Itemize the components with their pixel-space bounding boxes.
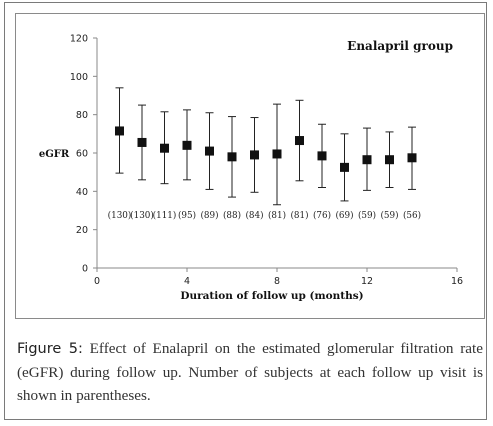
count-annotation: (89) bbox=[200, 210, 218, 221]
y-tick-label: 80 bbox=[76, 110, 88, 121]
caption-text: Effect of Enalapril on the estimated glo… bbox=[17, 340, 483, 404]
y-tick-label: 60 bbox=[76, 149, 88, 160]
data-point bbox=[137, 137, 147, 147]
data-point bbox=[407, 153, 417, 163]
x-tick-label: 8 bbox=[274, 276, 280, 287]
x-tick-label: 16 bbox=[451, 276, 463, 287]
count-annotation: (111) bbox=[153, 210, 177, 221]
data-point bbox=[272, 149, 282, 159]
count-annotation: (56) bbox=[403, 210, 421, 221]
count-annotation: (59) bbox=[380, 210, 398, 221]
count-annotation: (88) bbox=[223, 210, 241, 221]
figure-label: Figure 5: bbox=[17, 341, 83, 357]
data-point bbox=[227, 152, 237, 162]
y-axis-title: eGFR bbox=[39, 149, 70, 160]
data-point bbox=[205, 146, 214, 156]
x-tick-label: 12 bbox=[361, 276, 373, 287]
data-point bbox=[340, 162, 349, 172]
x-axis-title: Duration of follow up (months) bbox=[180, 290, 363, 302]
data-point bbox=[160, 143, 169, 153]
chart-svg: 0 20 40 60 80 100 120 0 4 8 12 16 Duration of follow… bbox=[39, 34, 463, 303]
count-annotation: (84) bbox=[245, 210, 263, 221]
data-point bbox=[295, 136, 304, 146]
data-point bbox=[182, 140, 192, 150]
y-tick-label: 120 bbox=[70, 34, 88, 45]
figure-frame: 0 20 40 60 80 100 120 0 4 8 12 16 Duration of follow… bbox=[4, 2, 487, 420]
x-tick-label: 4 bbox=[184, 276, 190, 287]
data-point bbox=[250, 150, 259, 160]
count-annotation: (81) bbox=[268, 210, 286, 221]
data-point bbox=[115, 126, 124, 136]
y-tick-label: 20 bbox=[76, 225, 88, 236]
y-tick-label: 40 bbox=[76, 187, 88, 198]
x-tick-label: 0 bbox=[94, 276, 100, 287]
count-annotation: (95) bbox=[178, 210, 196, 221]
y-tick-label: 0 bbox=[82, 264, 88, 275]
data-point bbox=[317, 151, 327, 161]
count-annotation: (69) bbox=[335, 210, 353, 221]
data-point bbox=[385, 155, 394, 165]
count-annotation: (81) bbox=[290, 210, 308, 221]
count-annotation: (130) bbox=[108, 210, 132, 221]
figure-caption: Figure 5: Effect of Enalapril on the est… bbox=[17, 337, 483, 407]
chart-area: 0 20 40 60 80 100 120 0 4 8 12 16 Duration of follow… bbox=[15, 13, 485, 319]
count-annotation: (76) bbox=[313, 210, 331, 221]
count-annotation: (59) bbox=[358, 210, 376, 221]
count-annotation: (130) bbox=[130, 210, 154, 221]
data-point bbox=[362, 155, 372, 165]
y-tick-label: 100 bbox=[70, 72, 88, 83]
chart-title: Enalapril group bbox=[347, 39, 453, 53]
